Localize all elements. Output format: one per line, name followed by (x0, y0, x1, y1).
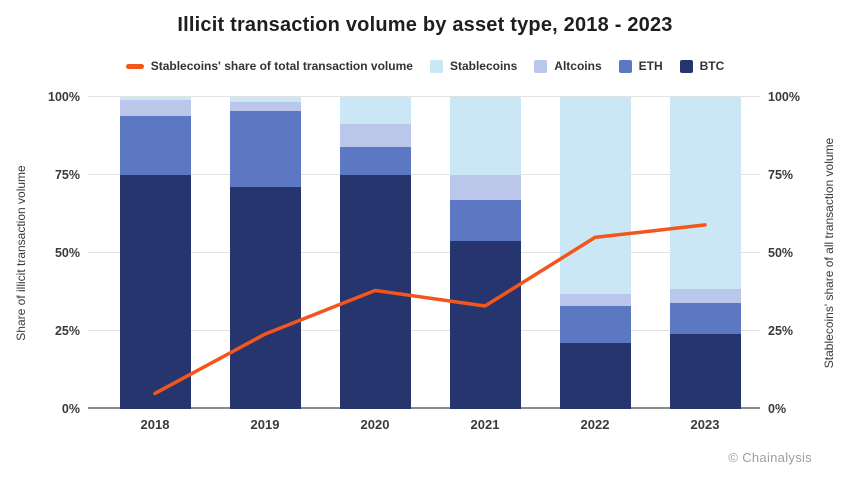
bar-segment-2019-btc (229, 187, 301, 409)
bar-segment-2021-btc (449, 240, 521, 409)
legend-swatch (679, 59, 693, 73)
bar-segment-2018-btc (119, 174, 191, 409)
bar-segment-2018-stablecoins (119, 97, 191, 101)
bar-segment-2021-eth (449, 199, 521, 241)
right-ytick-50: 50% (768, 246, 794, 260)
left-ytick-50: 50% (54, 246, 80, 260)
bar-2019 (229, 97, 301, 409)
bar-segment-2021-altcoins (449, 175, 521, 200)
left-ytick-25: 25% (54, 324, 80, 338)
legend-swatch (429, 59, 443, 73)
gridline-75 (88, 174, 760, 175)
legend-label: Altcoins (554, 59, 602, 73)
bar-segment-2022-altcoins (559, 293, 631, 307)
bar-segment-2020-btc (339, 174, 411, 409)
left-axis-title: Share of illicit transaction volume (14, 165, 28, 341)
bar-slot-2019 (210, 97, 320, 409)
right-axis-title: Stablecoins' share of all transaction vo… (822, 137, 836, 369)
bar-segment-2022-eth (559, 306, 631, 344)
bar-slot-2018 (100, 97, 210, 409)
legend-label: Stablecoins' share of total transaction … (150, 59, 413, 73)
bar-segment-2021-stablecoins (449, 97, 521, 175)
bar-slot-2020 (320, 97, 430, 409)
bar-segment-2022-btc (559, 343, 631, 409)
legend-item-eth: ETH (618, 59, 663, 73)
stacked-bars (100, 97, 760, 409)
legend-item-altcoins: Altcoins (534, 59, 602, 73)
bar-segment-2023-btc (669, 334, 741, 409)
legend-item-btc: BTC (679, 59, 725, 73)
legend-item-stablecoins-share-of-total-transaction-volume: Stablecoins' share of total transaction … (125, 59, 413, 73)
right-ytick-100: 100% (768, 90, 800, 104)
bar-segment-2023-altcoins (669, 288, 741, 303)
x-axis-line (88, 407, 760, 409)
xlabel-2021: 2021 (470, 417, 500, 432)
xlabel-2020: 2020 (360, 417, 390, 432)
bar-slot-2021 (430, 97, 540, 409)
legend: Stablecoins' share of total transaction … (0, 59, 850, 73)
legend-swatch (618, 59, 632, 73)
bar-segment-2019-stablecoins (229, 97, 301, 102)
right-ytick-25: 25% (768, 324, 794, 338)
bar-segment-2019-altcoins (229, 101, 301, 112)
chart-title: Illicit transaction volume by asset type… (177, 14, 673, 36)
bar-segment-2023-eth (669, 302, 741, 335)
bar-segment-2018-altcoins (119, 100, 191, 116)
legend-item-stablecoins: Stablecoins (429, 59, 518, 73)
bar-segment-2022-stablecoins (559, 97, 631, 294)
xlabel-2018: 2018 (140, 417, 170, 432)
right-ytick-0: 0% (768, 402, 787, 416)
bar-segment-2020-eth (339, 146, 411, 175)
bar-2023 (669, 97, 741, 409)
right-axis-ticks: 0% 25% 50% 75% 100% (768, 90, 818, 416)
bar-2022 (559, 97, 631, 409)
bar-slot-2023 (650, 97, 760, 409)
bar-segment-2018-eth (119, 115, 191, 175)
legend-line-swatch (125, 63, 144, 69)
bar-segment-2023-stablecoins (669, 97, 741, 289)
copyright-credit: © Chainalysis (728, 450, 812, 465)
xlabel-2023: 2023 (690, 417, 720, 432)
left-ytick-0: 0% (61, 402, 80, 416)
legend-swatch (534, 59, 548, 73)
bar-2021 (449, 97, 521, 409)
bar-segment-2019-eth (229, 111, 301, 188)
right-ytick-75: 75% (768, 168, 794, 182)
legend-label: ETH (638, 59, 663, 73)
left-ytick-100: 100% (48, 90, 80, 104)
xlabel-2019: 2019 (250, 417, 280, 432)
bar-slot-2022 (540, 97, 650, 409)
bar-segment-2020-stablecoins (339, 97, 411, 124)
left-ytick-75: 75% (54, 168, 80, 182)
legend-label: Stablecoins (449, 59, 518, 73)
bar-2018 (119, 97, 191, 409)
bar-2020 (339, 97, 411, 409)
gridline-100 (88, 96, 760, 97)
xlabel-2022: 2022 (580, 417, 610, 432)
legend-label: BTC (699, 59, 725, 73)
bar-segment-2020-altcoins (339, 123, 411, 147)
x-axis-labels: 2018 2019 2020 2021 2022 2023 (100, 417, 760, 432)
left-axis-ticks: 0% 25% 50% 75% 100% (30, 90, 80, 416)
